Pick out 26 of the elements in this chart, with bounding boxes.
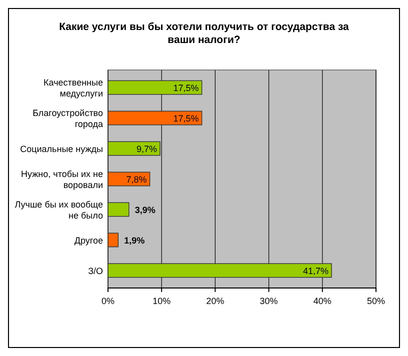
y-tick-label: З/О: [88, 266, 103, 276]
bar: [108, 202, 130, 217]
x-tick-label: 50%: [366, 296, 386, 306]
data-label: 7,8%: [126, 174, 147, 184]
bar: [108, 110, 202, 126]
x-tick-label: 10%: [152, 296, 171, 306]
y-tick-label: Нужно, чтобы их не воровали: [21, 169, 103, 190]
data-label: 9,7%: [136, 144, 157, 154]
x-tick-label: 20%: [206, 296, 224, 306]
data-label: 1,9%: [124, 235, 145, 246]
data-label: 3,9%: [134, 204, 156, 215]
y-tick-label: Лучше бы их вообще не было: [14, 199, 103, 220]
chart-title: Какие услуги вы бы хотели получить от государства за ваши налоги?: [59, 21, 350, 46]
bar: [108, 80, 202, 95]
y-tick-label: Качественные медуслуги: [44, 78, 103, 99]
data-label: 17,5%: [173, 114, 199, 124]
x-tick-label: 0%: [101, 296, 115, 306]
x-tick-label: 30%: [260, 296, 278, 306]
data-label: 41,7%: [302, 266, 329, 276]
y-tick-label: Социальные нужды: [20, 144, 103, 154]
y-tick-label: Другое: [74, 235, 103, 246]
bar: [108, 263, 332, 278]
y-tick-label: Благоустройство города: [32, 108, 103, 130]
data-label: 17,5%: [173, 83, 199, 94]
x-tick-label: 40%: [313, 296, 332, 306]
bar: [108, 232, 119, 248]
